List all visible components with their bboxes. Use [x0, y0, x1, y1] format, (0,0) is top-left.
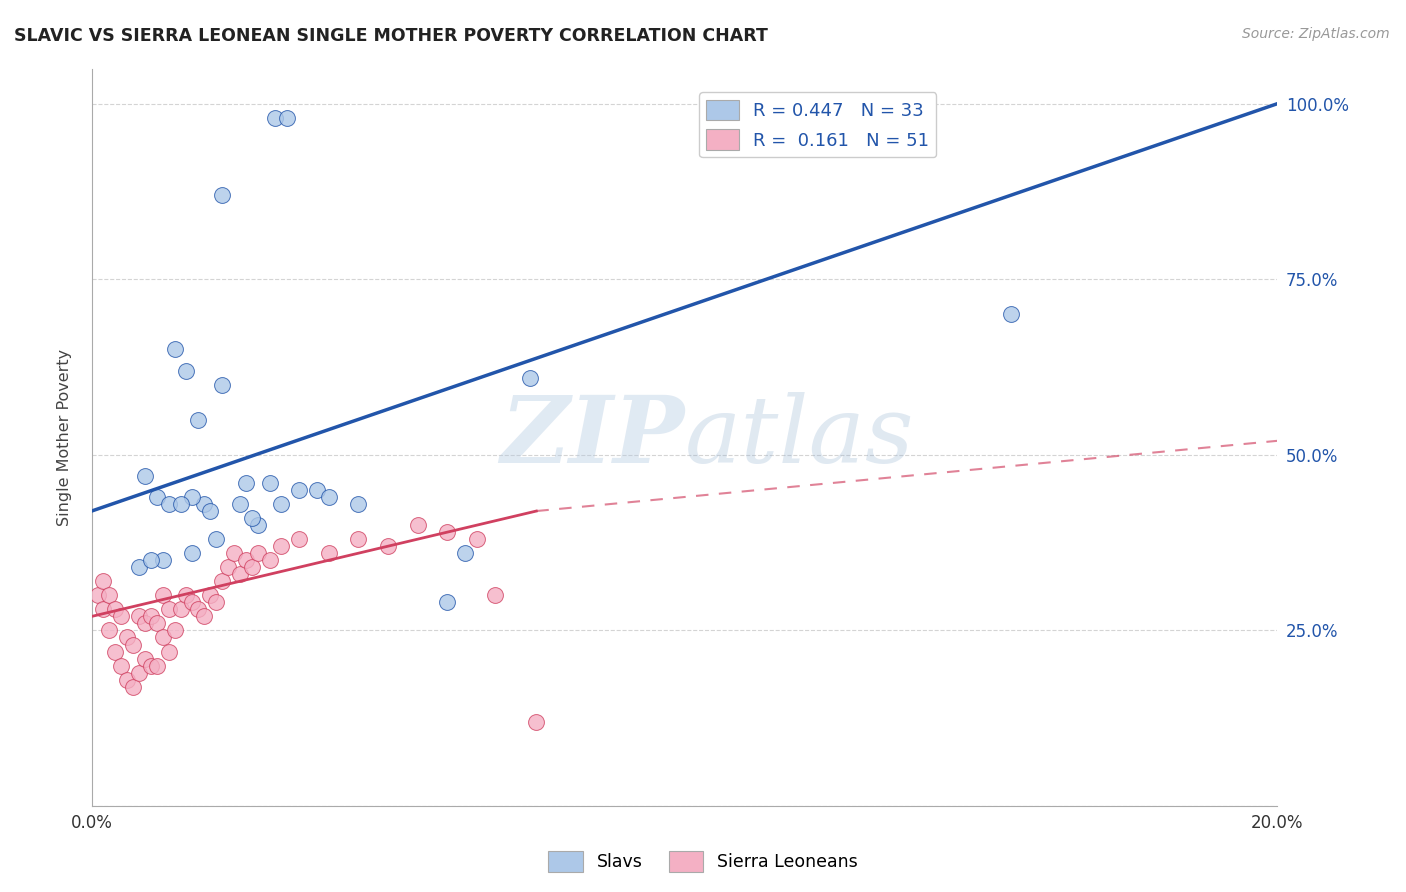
Point	[157, 644, 180, 658]
Point	[211, 574, 233, 589]
Point	[229, 497, 252, 511]
Point	[152, 588, 174, 602]
Point	[205, 532, 228, 546]
Point	[176, 363, 198, 377]
Point	[93, 574, 115, 589]
Point	[211, 377, 233, 392]
Point	[104, 602, 127, 616]
Point	[246, 546, 269, 560]
Point	[465, 532, 488, 546]
Point	[519, 370, 541, 384]
Point	[200, 504, 222, 518]
Point	[86, 588, 108, 602]
Point	[134, 616, 156, 631]
Point	[157, 497, 180, 511]
Point	[181, 546, 204, 560]
Point	[115, 631, 138, 645]
Point	[122, 638, 145, 652]
Point	[484, 588, 506, 602]
Point	[152, 631, 174, 645]
Point	[217, 560, 239, 574]
Point	[157, 602, 180, 616]
Point	[240, 560, 263, 574]
Text: Source: ZipAtlas.com: Source: ZipAtlas.com	[1241, 27, 1389, 41]
Point	[235, 475, 257, 490]
Point	[187, 413, 209, 427]
Point	[93, 602, 115, 616]
Point	[98, 588, 121, 602]
Point	[134, 469, 156, 483]
Point	[240, 511, 263, 525]
Point	[406, 518, 429, 533]
Point	[259, 475, 281, 490]
Point	[200, 588, 222, 602]
Point	[187, 602, 209, 616]
Point	[163, 624, 186, 638]
Point	[229, 567, 252, 582]
Point	[128, 665, 150, 680]
Point	[264, 111, 287, 125]
Point	[146, 490, 169, 504]
Text: atlas: atlas	[685, 392, 914, 483]
Point	[98, 624, 121, 638]
Point	[246, 518, 269, 533]
Point	[110, 609, 132, 624]
Point	[128, 560, 150, 574]
Point	[524, 714, 547, 729]
Text: ZIP: ZIP	[501, 392, 685, 483]
Point	[193, 609, 215, 624]
Point	[276, 111, 298, 125]
Point	[347, 497, 370, 511]
Point	[259, 553, 281, 567]
Point	[305, 483, 328, 497]
Point	[104, 644, 127, 658]
Point	[235, 553, 257, 567]
Point	[436, 525, 458, 540]
Point	[115, 673, 138, 687]
Point	[139, 553, 162, 567]
Point	[318, 490, 340, 504]
Legend: Slavs, Sierra Leoneans: Slavs, Sierra Leoneans	[541, 844, 865, 879]
Legend: R = 0.447   N = 33, R =  0.161   N = 51: R = 0.447 N = 33, R = 0.161 N = 51	[699, 92, 936, 158]
Point	[181, 490, 204, 504]
Point	[454, 546, 477, 560]
Point	[1000, 307, 1022, 321]
Point	[134, 651, 156, 665]
Text: SLAVIC VS SIERRA LEONEAN SINGLE MOTHER POVERTY CORRELATION CHART: SLAVIC VS SIERRA LEONEAN SINGLE MOTHER P…	[14, 27, 768, 45]
Point	[139, 658, 162, 673]
Point	[176, 588, 198, 602]
Point	[169, 602, 191, 616]
Point	[181, 595, 204, 609]
Y-axis label: Single Mother Poverty: Single Mother Poverty	[58, 349, 72, 526]
Point	[193, 497, 215, 511]
Point	[288, 483, 311, 497]
Point	[377, 539, 399, 553]
Point	[128, 609, 150, 624]
Point	[110, 658, 132, 673]
Point	[222, 546, 245, 560]
Point	[270, 497, 292, 511]
Point	[152, 553, 174, 567]
Point	[139, 609, 162, 624]
Point	[163, 343, 186, 357]
Point	[169, 497, 191, 511]
Point	[205, 595, 228, 609]
Point	[146, 616, 169, 631]
Point	[146, 658, 169, 673]
Point	[270, 539, 292, 553]
Point	[436, 595, 458, 609]
Point	[318, 546, 340, 560]
Point	[122, 680, 145, 694]
Point	[288, 532, 311, 546]
Point	[347, 532, 370, 546]
Point	[211, 188, 233, 202]
